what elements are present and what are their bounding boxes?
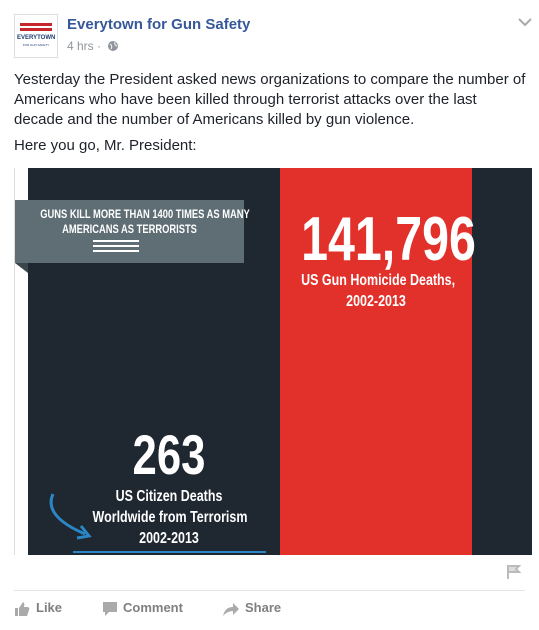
globe-icon — [108, 41, 118, 51]
logo-text: FOR GUN SAFETY — [22, 43, 50, 47]
menu-chevron[interactable] — [518, 17, 532, 27]
infographic[interactable]: GUNS KILL MORE THAN 1400 TIMES AS MANY A… — [14, 168, 532, 555]
share-icon[interactable] — [222, 601, 240, 617]
share-button[interactable]: Share — [245, 600, 282, 615]
gun-deaths-number: 141,796 — [301, 205, 476, 274]
banner-text: AMERICANS AS TERRORISTS — [62, 222, 197, 236]
comment-icon[interactable] — [102, 601, 118, 617]
author[interactable]: Everytown for Gun Safety — [67, 16, 251, 33]
terror-deaths-label: 2002-2013 — [139, 530, 199, 547]
post-text: Here you go, Mr. President: — [14, 137, 197, 154]
banner-text: GUNS KILL MORE THAN 1400 TIMES AS MANY — [40, 207, 250, 221]
time[interactable]: 4 hrs — [67, 39, 94, 53]
like-icon[interactable] — [14, 601, 30, 617]
like-button[interactable]: Like — [36, 600, 63, 615]
gun-deaths-label: US Gun Homicide Deaths, — [301, 272, 456, 289]
comment-button[interactable]: Comment — [123, 600, 183, 615]
terror-deaths-number: 263 — [132, 423, 206, 486]
timestamp[interactable]: 4 hrs · — [67, 39, 102, 53]
terror-deaths-label: Worldwide from Terrorism — [92, 509, 248, 526]
flag-icon[interactable] — [506, 564, 522, 580]
gun-deaths-label: 2002-2013 — [346, 293, 406, 310]
logo[interactable]: EVERYTOWN FOR GUN SAFETY — [14, 14, 58, 58]
post-text: Yesterday the President asked news organ… — [14, 71, 526, 128]
logo-text: EVERYTOWN — [17, 35, 56, 41]
divider — [14, 590, 525, 591]
terror-deaths-label: US Citizen Deaths — [115, 488, 223, 505]
